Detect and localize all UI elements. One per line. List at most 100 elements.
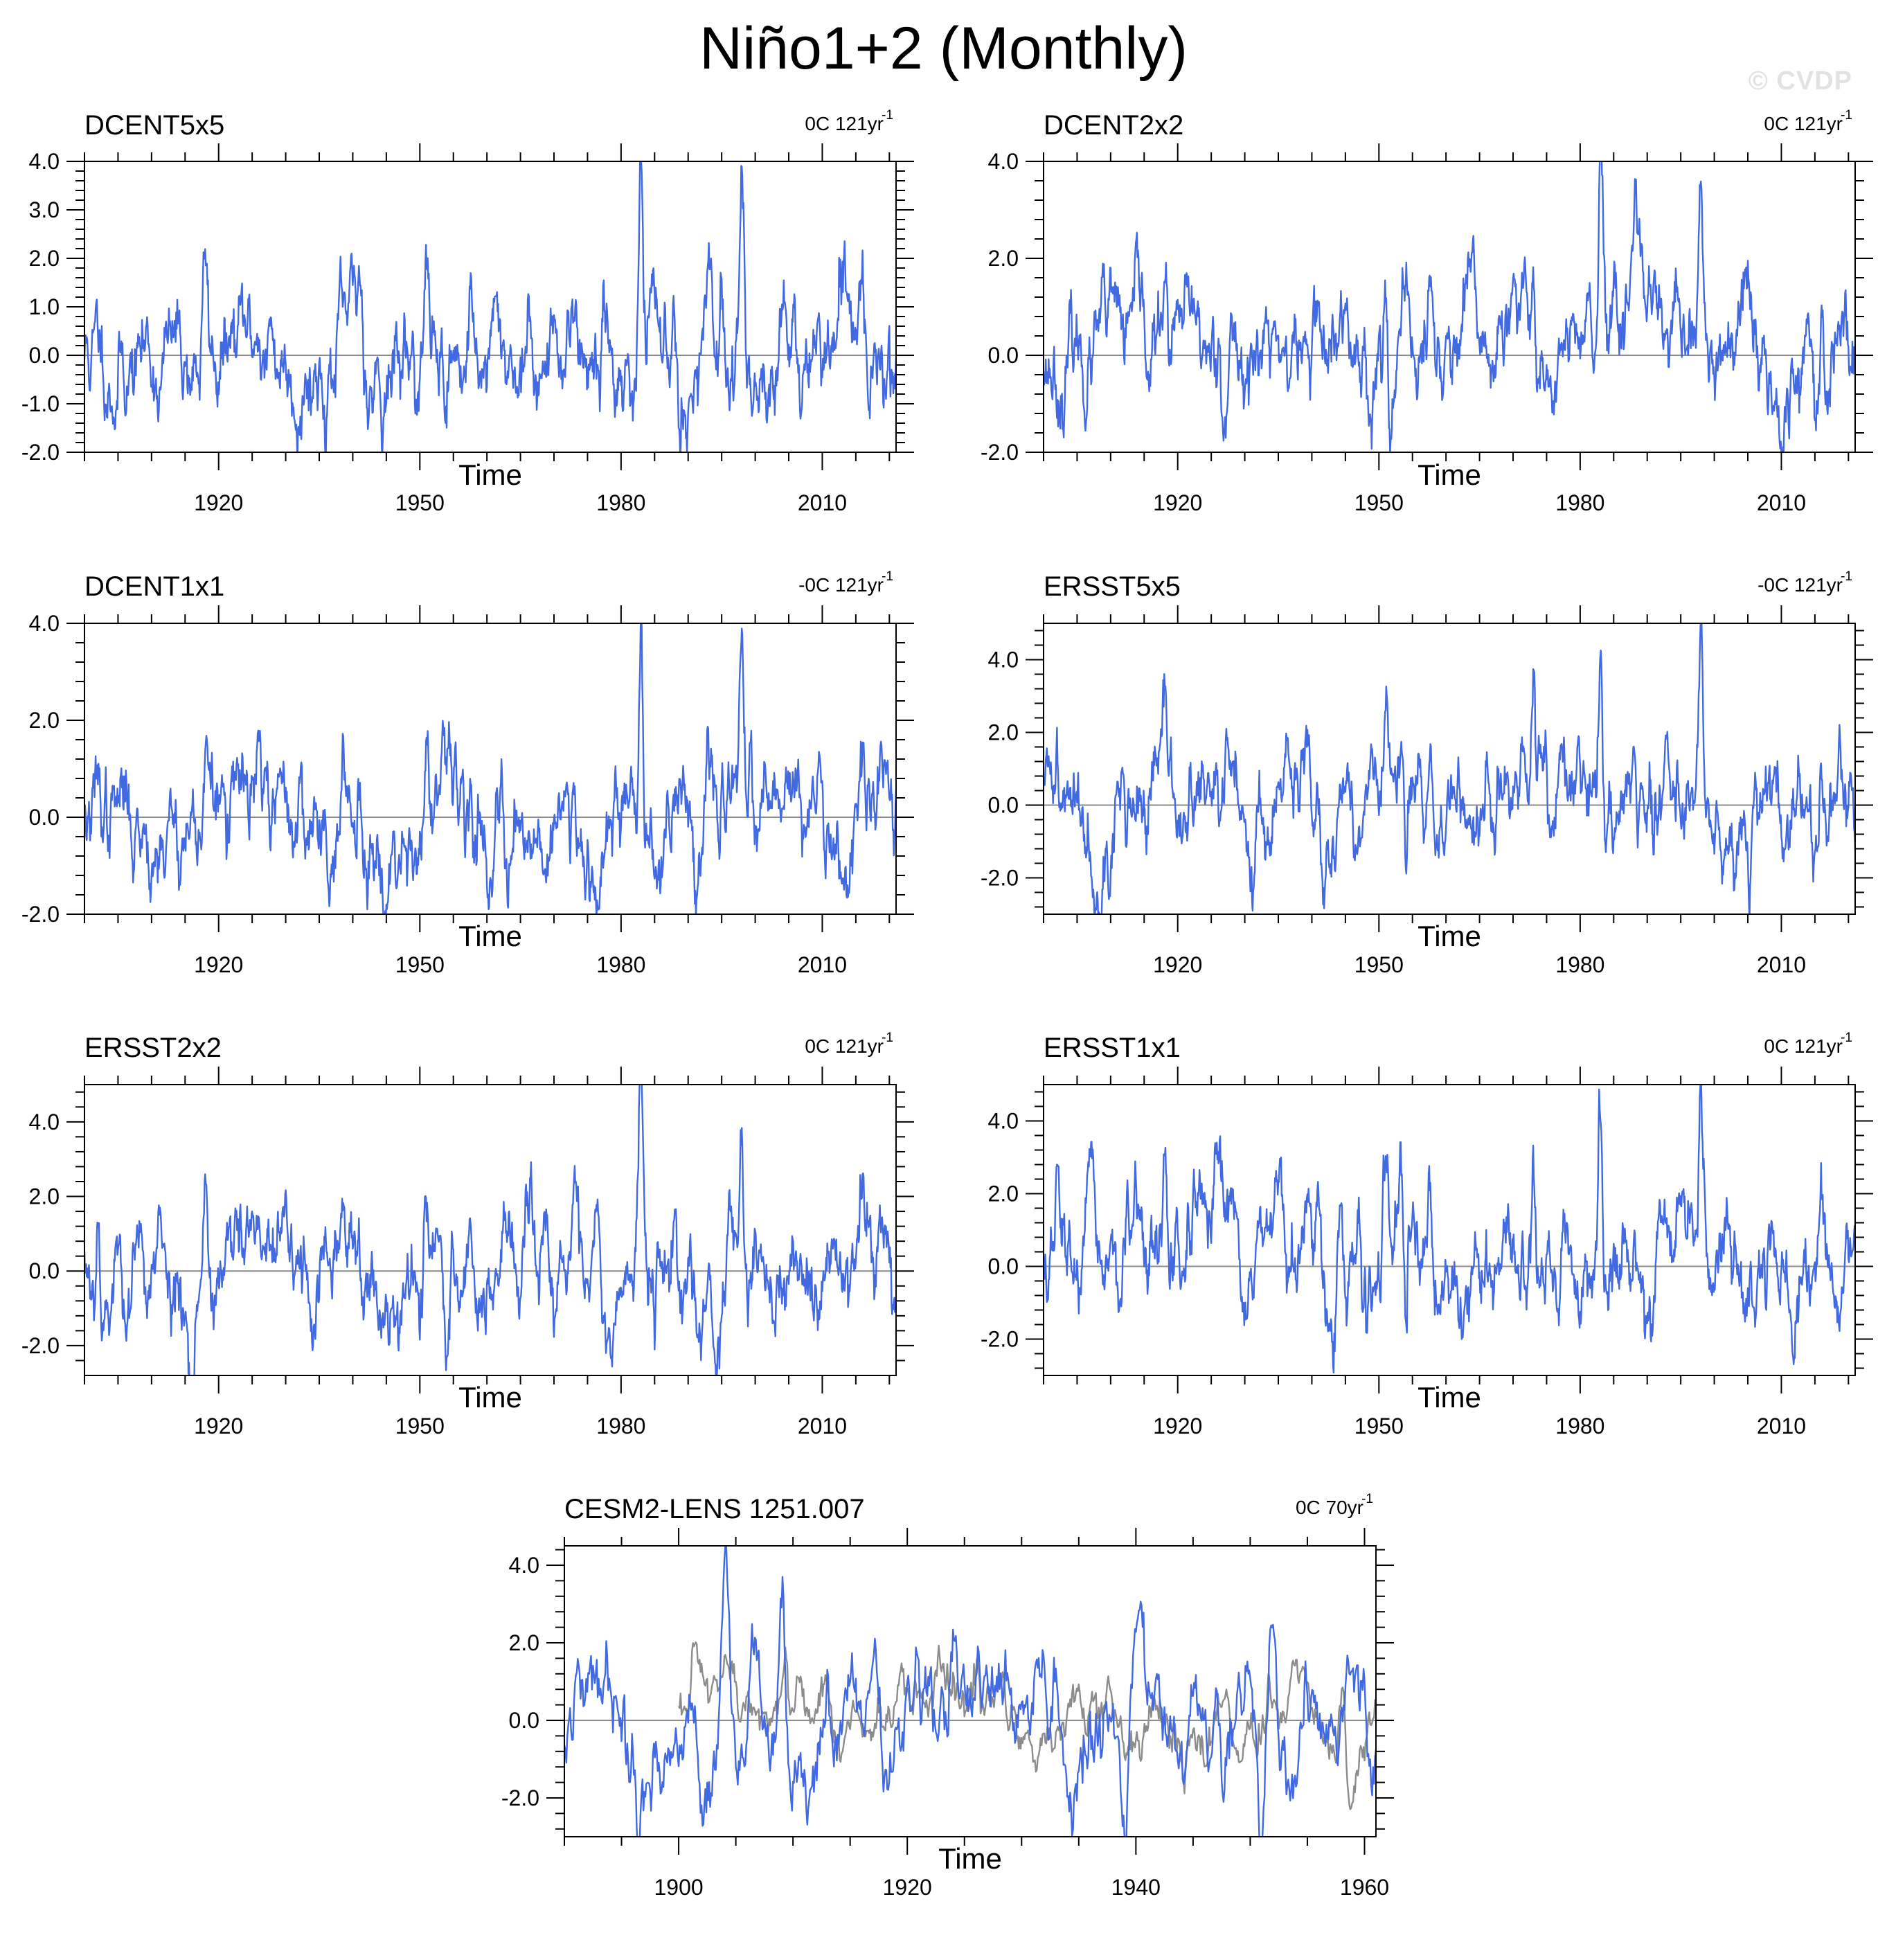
x-tick-label: 1950: [395, 490, 445, 515]
y-tick-label: 0.0: [988, 343, 1019, 368]
panel-title: ERSST1x1: [1044, 1033, 1181, 1063]
series-line: [564, 1546, 1376, 1837]
x-tick-label: 1980: [596, 952, 645, 977]
x-axis-label: Time: [458, 458, 522, 491]
plot-frame: [1043, 623, 1856, 915]
x-tick-label: 1950: [1354, 952, 1404, 977]
y-tick-label: -1.0: [21, 391, 60, 416]
x-tick-label: 2010: [798, 952, 847, 977]
x-axis-label: Time: [938, 1842, 1002, 1875]
x-tick-label: 1950: [395, 952, 445, 977]
panel-title: CESM2-LENS 1251.007: [564, 1494, 865, 1524]
x-tick-label: 1980: [1555, 1414, 1604, 1438]
y-tick-label: 4.0: [988, 1109, 1019, 1134]
panel-stats-exponent: -1: [1841, 569, 1852, 584]
y-tick-label: 4.0: [509, 1553, 539, 1578]
y-tick-label: 4.0: [988, 648, 1019, 672]
y-tick-label: 2.0: [988, 246, 1019, 271]
series-line: [1044, 623, 1855, 914]
plot-frame: [84, 623, 897, 915]
y-tick-label: 0.0: [29, 1258, 60, 1283]
x-axis-label: Time: [1418, 1381, 1481, 1414]
panel-stats-exponent: -1: [882, 569, 893, 584]
x-tick-label: 2010: [798, 1414, 847, 1438]
panel-title: ERSST2x2: [84, 1033, 222, 1063]
y-tick-label: -2.0: [981, 1327, 1019, 1352]
y-tick-label: 2.0: [29, 246, 60, 271]
y-tick-label: -2.0: [501, 1785, 539, 1810]
panel-3: DCENT1x1 -0C 121yr-1 1920 1950 1980 2010 Time -…: [21, 569, 914, 977]
x-tick-label: 1980: [596, 1414, 645, 1438]
panel-title: ERSST5x5: [1044, 571, 1181, 602]
panel-stats: 0C 121yr: [805, 1035, 884, 1057]
y-tick-label: 2.0: [988, 1182, 1019, 1206]
panel-stats: -0C 121yr: [798, 574, 884, 596]
panel-stats: -0C 121yr: [1758, 574, 1843, 596]
x-tick-label: 1920: [194, 490, 243, 515]
y-tick-label: -2.0: [981, 440, 1019, 465]
x-tick-label: 1950: [1354, 1414, 1404, 1438]
plot-frame: [564, 1545, 1377, 1837]
x-axis-label: Time: [1418, 920, 1481, 952]
y-tick-label: 0.0: [509, 1708, 539, 1733]
y-tick-label: 0.0: [29, 343, 60, 368]
x-axis-label: Time: [458, 1381, 522, 1414]
x-tick-label: 1950: [1354, 490, 1404, 515]
x-tick-label: 1900: [654, 1875, 703, 1900]
panel-stats: 0C 70yr: [1296, 1497, 1363, 1518]
panel-title: DCENT2x2: [1044, 110, 1183, 141]
y-tick-label: -2.0: [21, 1333, 60, 1358]
series-line: [1044, 161, 1855, 452]
x-tick-label: 1920: [1153, 1414, 1202, 1438]
series-line: [84, 1085, 896, 1375]
y-tick-label: 3.0: [29, 197, 60, 222]
plot-frame: [1043, 1084, 1856, 1376]
y-tick-label: 2.0: [29, 1184, 60, 1209]
x-tick-label: 1980: [1555, 952, 1604, 977]
panel-stats: 0C 121yr: [805, 113, 884, 134]
y-tick-label: -2.0: [21, 440, 60, 465]
figure-title: Niño1+2 (Monthly): [699, 15, 1188, 82]
x-tick-label: 2010: [1757, 490, 1806, 515]
series-line: [1044, 1085, 1855, 1374]
x-tick-label: 1920: [1153, 952, 1202, 977]
y-tick-label: 1.0: [29, 294, 60, 319]
panel-stats-exponent: -1: [882, 1031, 893, 1045]
x-tick-label: 1920: [883, 1875, 932, 1900]
panel-7: CESM2-LENS 1251.007 0C 70yr-1 1900 1920 1940…: [501, 1492, 1394, 1900]
panel-stats: 0C 121yr: [1764, 1035, 1843, 1057]
x-axis-label: Time: [1418, 458, 1481, 491]
series-line: [84, 161, 896, 452]
x-tick-label: 2010: [798, 490, 847, 515]
panel-6: ERSST1x1 0C 121yr-1 1920 1950 1980 2010 Time -2…: [981, 1031, 1873, 1438]
x-tick-label: 1920: [194, 1414, 243, 1438]
series-line: [84, 623, 896, 914]
panel-stats-exponent: -1: [1841, 1031, 1852, 1045]
x-tick-label: 1920: [1153, 490, 1202, 515]
x-tick-label: 1940: [1111, 1875, 1161, 1900]
y-tick-label: 2.0: [509, 1630, 539, 1655]
x-tick-label: 2010: [1757, 1414, 1806, 1438]
y-tick-label: 0.0: [29, 805, 60, 830]
panel-4: ERSST5x5 -0C 121yr-1 1920 1950 1980 2010 Time -…: [981, 569, 1873, 977]
panel-stats-exponent: -1: [882, 108, 893, 123]
panel-stats: 0C 121yr: [1764, 113, 1843, 134]
panel-1: DCENT5x5 0C 121yr-1 1920 1950 1980 2010 Time -2…: [21, 108, 914, 515]
panel-stats-exponent: -1: [1361, 1492, 1373, 1506]
panel-5: ERSST2x2 0C 121yr-1 1920 1950 1980 2010 Time -2…: [21, 1031, 914, 1438]
y-tick-label: 4.0: [29, 149, 60, 174]
panel-stats-exponent: -1: [1841, 108, 1852, 123]
y-tick-label: 4.0: [29, 611, 60, 636]
panel-title: DCENT5x5: [84, 110, 224, 141]
y-tick-label: 4.0: [29, 1110, 60, 1134]
panel-2: DCENT2x2 0C 121yr-1 1920 1950 1980 2010 Time -2…: [981, 108, 1873, 515]
x-tick-label: 1960: [1340, 1875, 1389, 1900]
x-axis-label: Time: [458, 920, 522, 952]
watermark: © CVDP: [1748, 66, 1852, 96]
plot-frame: [84, 1084, 897, 1376]
x-tick-label: 1920: [194, 952, 243, 977]
y-tick-label: 0.0: [988, 1254, 1019, 1279]
x-tick-label: 1980: [596, 490, 645, 515]
panel-title: DCENT1x1: [84, 571, 224, 602]
